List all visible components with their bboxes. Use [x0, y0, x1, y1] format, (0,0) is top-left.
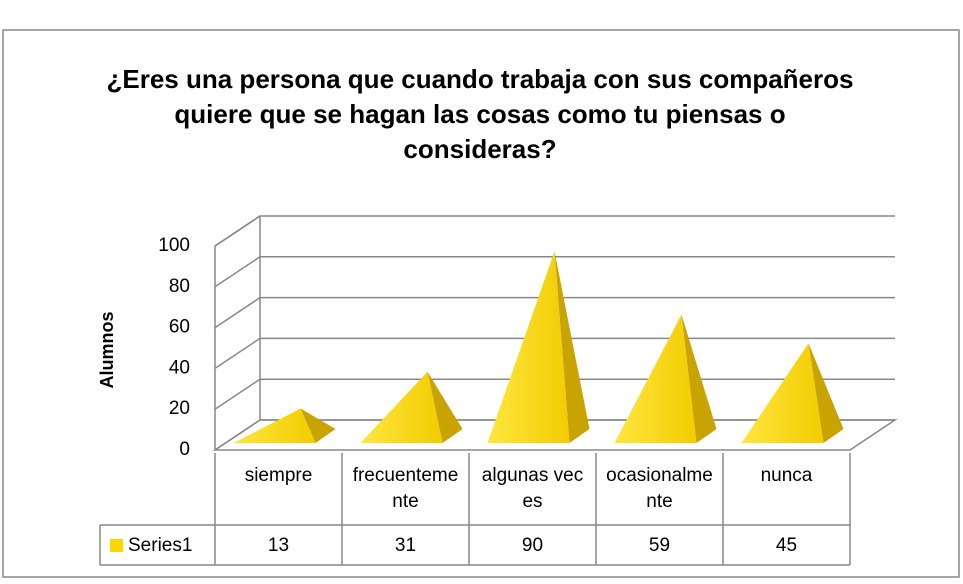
grid-line: [214, 215, 895, 247]
pyramid-side: [300, 408, 336, 443]
chart-title: ¿Eres una persona que cuando trabaja con…: [106, 64, 854, 164]
category-cell: nunca: [760, 465, 813, 486]
grid-line: [214, 256, 895, 288]
pyramid-front: [360, 371, 443, 443]
pyramid: [741, 343, 844, 443]
y-tick-label: 80: [169, 276, 190, 297]
data-table-value: 59: [649, 535, 670, 556]
data-table-value: 90: [522, 535, 543, 556]
pyramid-front: [741, 343, 824, 443]
y-tick-label: 60: [169, 317, 190, 338]
x-tick-label: algunas veces: [481, 465, 584, 512]
pyramid: [487, 251, 590, 443]
pyramid-front: [487, 251, 570, 443]
category-cell: ocasionalmente: [606, 465, 713, 512]
legend-label: Series1: [128, 535, 192, 556]
data-table-value: 31: [395, 535, 416, 556]
x-tick-label: ocasionalmente: [606, 465, 713, 512]
category-cell: algunas veces: [481, 465, 584, 512]
x-tick-label: frecuentemente: [352, 465, 459, 512]
x-tick-label: nunca: [760, 465, 813, 486]
data-table-value: 45: [776, 535, 797, 556]
y-tick-label: 40: [169, 357, 190, 378]
legend-swatch: [110, 539, 123, 552]
pyramid-side: [681, 314, 717, 443]
pyramid-side: [808, 343, 844, 443]
title-box: ¿Eres una persona que cuando trabaja con…: [106, 64, 854, 164]
pyramid-side: [427, 371, 463, 443]
pyramid-side: [554, 251, 590, 443]
y-axis-label: Alumnos: [97, 311, 117, 388]
y-tick-label: 20: [169, 398, 190, 419]
chart-frame: [2, 29, 960, 578]
x-tick-label: siempre: [244, 465, 313, 486]
table-grid: [99, 453, 851, 566]
data-table-value: 13: [268, 535, 289, 556]
pyramid-front: [614, 314, 697, 443]
y-tick-label: 0: [179, 439, 190, 460]
pyramid: [360, 371, 463, 443]
category-cell: siempre: [244, 465, 313, 486]
pyramid: [614, 314, 717, 443]
pyramid: [233, 408, 336, 443]
category-cell: frecuentemente: [352, 465, 459, 512]
grid-line: [214, 296, 895, 329]
pyramid-front: [233, 408, 316, 443]
y-tick-label: 100: [158, 235, 190, 256]
